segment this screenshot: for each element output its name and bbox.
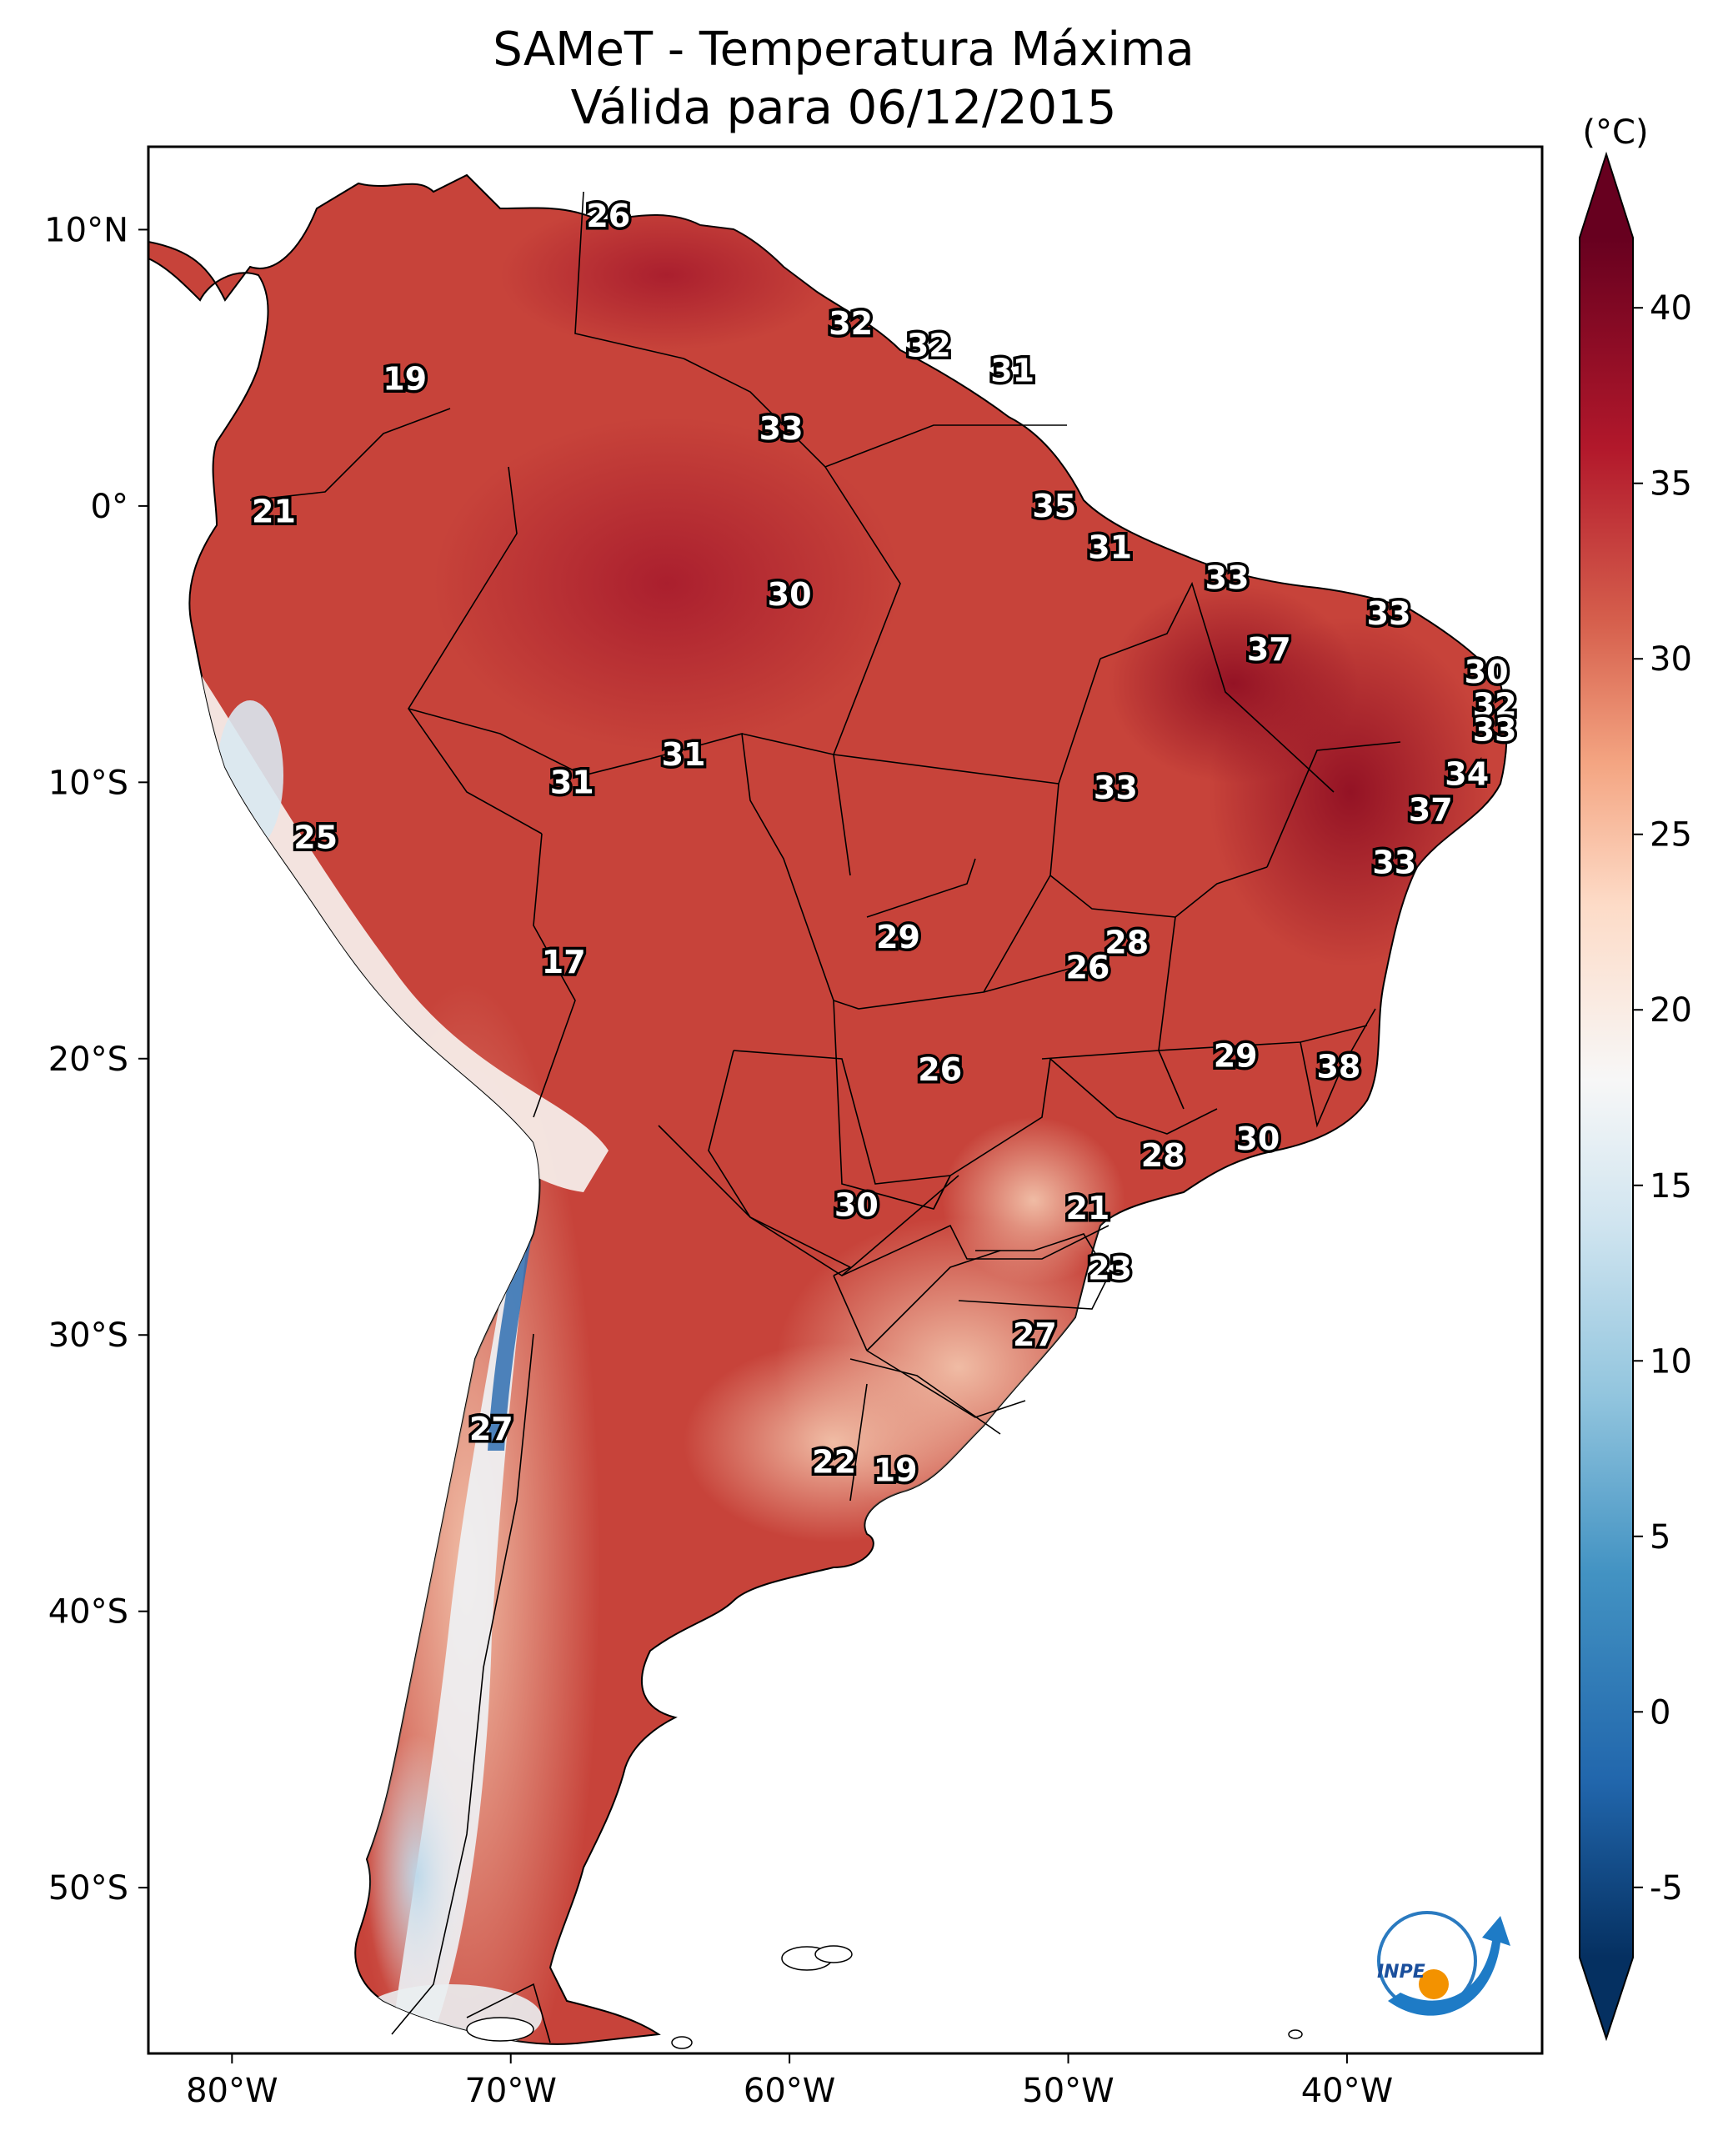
point-value-label: 26 bbox=[918, 1051, 962, 1088]
map-frame bbox=[147, 145, 1544, 2055]
point-value-label: 19 bbox=[874, 1452, 918, 1489]
logo-sun-icon bbox=[1419, 1969, 1449, 1999]
coastal-islands bbox=[466, 1945, 1303, 2049]
point-value-label: 37 bbox=[1247, 631, 1291, 668]
point-value-label: 33 bbox=[1367, 595, 1411, 632]
point-value-label: 29 bbox=[876, 919, 920, 955]
point-value-label: 31 bbox=[550, 764, 594, 800]
point-value-label: 19 bbox=[383, 360, 427, 397]
latitude-axis: 10°N 0° 10°S 20°S 30°S 40°S 50°S bbox=[44, 211, 148, 1908]
lon-tick-label: 50°W bbox=[1022, 2072, 1114, 2110]
lon-tick-label: 60°W bbox=[744, 2072, 835, 2110]
point-value-label: 31 bbox=[662, 736, 706, 773]
point-value-label: 30 bbox=[834, 1186, 879, 1223]
point-value-label: 26 bbox=[586, 198, 630, 234]
point-value-label: 30 bbox=[1235, 1121, 1280, 1157]
lon-tick-label: 40°W bbox=[1301, 2072, 1393, 2110]
point-value-label: 32 bbox=[1473, 687, 1517, 724]
point-value-label: 33 bbox=[1473, 711, 1517, 748]
map-panel bbox=[147, 145, 1544, 2055]
point-value-label: 33 bbox=[759, 410, 804, 447]
point-value-label: 31 bbox=[990, 352, 1034, 389]
andes-cool-band bbox=[192, 667, 609, 1192]
lat-tick-label: 20°S bbox=[48, 1040, 128, 1079]
point-value-label: 17 bbox=[542, 944, 586, 980]
lat-tick-label: 0° bbox=[91, 488, 128, 526]
point-value-label: 26 bbox=[1065, 949, 1109, 985]
point-value-label: 21 bbox=[252, 494, 296, 530]
lat-tick-label: 10°N bbox=[44, 211, 128, 249]
point-value-label: 22 bbox=[812, 1444, 856, 1481]
point-value-label: 21 bbox=[1065, 1190, 1109, 1226]
point-value-label: 33 bbox=[1094, 770, 1138, 806]
point-value-label: 33 bbox=[1205, 559, 1250, 596]
colorbar: (°C) 40 35 30 25 20 15 10 5 0 -5 bbox=[1579, 113, 1692, 2042]
colorbar-tick-label: 0 bbox=[1650, 1693, 1670, 1732]
point-value-label: 25 bbox=[293, 820, 338, 856]
point-value-label: 28 bbox=[1141, 1137, 1185, 1174]
colorbar-tick-label: 30 bbox=[1650, 640, 1692, 679]
point-value-label: 33 bbox=[1372, 844, 1416, 880]
point-value-label: 29 bbox=[1214, 1037, 1258, 1074]
lat-tick-label: 10°S bbox=[48, 764, 128, 802]
inpe-logo: INPE bbox=[1377, 1911, 1510, 2016]
colorbar-tick-label: 25 bbox=[1650, 816, 1692, 855]
lon-tick-label: 70°W bbox=[464, 2072, 556, 2110]
colorbar-tick-label: -5 bbox=[1650, 1869, 1683, 1908]
lon-tick-label: 80°W bbox=[186, 2072, 278, 2110]
title-line-2: Válida para 06/12/2015 bbox=[571, 81, 1117, 135]
point-value-label: 27 bbox=[1013, 1316, 1057, 1353]
longitude-axis: 80°W 70°W 60°W 50°W 40°W bbox=[186, 2053, 1393, 2110]
title-line-1: SAMeT - Temperatura Máxima bbox=[493, 23, 1195, 77]
point-value-label: 30 bbox=[768, 576, 812, 613]
colorbar-tick-label: 20 bbox=[1650, 991, 1692, 1030]
point-value-label: 35 bbox=[1032, 488, 1076, 524]
colorbar-tick-label: 35 bbox=[1650, 465, 1692, 504]
colorbar-ticks: 40 35 30 25 20 15 10 5 0 -5 bbox=[1633, 289, 1692, 1908]
point-value-label: 37 bbox=[1409, 791, 1453, 828]
colorbar-tick-label: 5 bbox=[1650, 1518, 1670, 1557]
point-value-label: 23 bbox=[1088, 1251, 1132, 1287]
point-value-label: 32 bbox=[829, 305, 873, 342]
point-value-label: 28 bbox=[1104, 925, 1149, 961]
lat-tick-label: 40°S bbox=[48, 1593, 128, 1632]
lat-tick-label: 50°S bbox=[48, 1869, 128, 1908]
logo-text: INPE bbox=[1377, 1962, 1425, 1983]
colorbar-tick-label: 15 bbox=[1650, 1167, 1692, 1206]
point-value-label: 30 bbox=[1465, 654, 1509, 690]
country-borders bbox=[249, 191, 1401, 2043]
colorbar-gradient bbox=[1579, 151, 1634, 2042]
logo-arrow-icon bbox=[1388, 1916, 1510, 2016]
point-value-label: 32 bbox=[907, 328, 951, 364]
point-value-label: 38 bbox=[1316, 1049, 1360, 1086]
cold-high-andes bbox=[488, 1226, 533, 1451]
colorbar-unit: (°C) bbox=[1582, 113, 1648, 152]
point-value-label: 31 bbox=[1088, 529, 1132, 566]
colorbar-tick-label: 10 bbox=[1650, 1342, 1692, 1381]
point-value-label: 34 bbox=[1445, 755, 1489, 792]
point-value-label: 27 bbox=[469, 1411, 513, 1447]
colorbar-tick-label: 40 bbox=[1650, 289, 1692, 328]
lat-tick-label: 30°S bbox=[48, 1316, 128, 1355]
